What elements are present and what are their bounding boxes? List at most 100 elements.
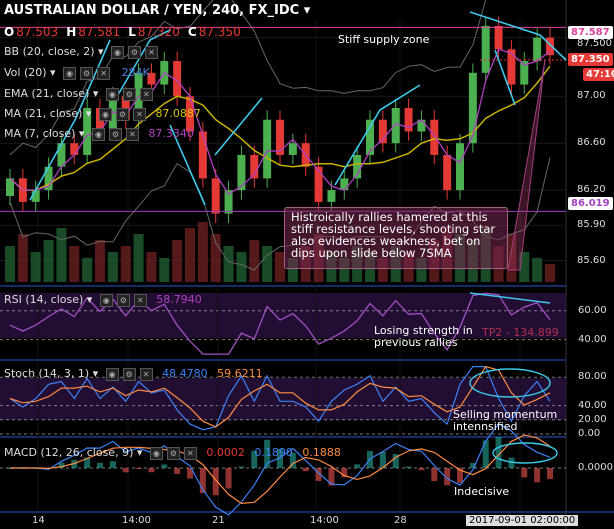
candle (481, 25, 490, 73)
stoch-legend[interactable]: Stoch (14, 3, 1) ▾ ◉ ⚙ ✕ 48.4780 59.6211 (4, 367, 263, 381)
volume-bar (159, 258, 170, 282)
volume-bar (287, 258, 298, 282)
macd-histogram-bar (469, 463, 476, 468)
x-tick: 14:00 (310, 515, 339, 526)
stoch-highlight-ellipse (469, 368, 551, 398)
macd-highlight-ellipse (492, 442, 558, 464)
volume-bar (377, 258, 388, 282)
y-tick: 80.00 (578, 371, 607, 383)
trend-arrow (114, 29, 171, 101)
bb-legend[interactable]: BB (20, close, 2) ▾ ◉ ⚙ ✕ (4, 45, 159, 59)
trend-arrow (169, 124, 206, 206)
eye-icon: ◉ (63, 66, 77, 80)
ma21-legend[interactable]: MA (21, close) ▾ ◉ ⚙ ✕ 87.0887 (4, 107, 201, 121)
candle (198, 131, 207, 179)
candle (430, 119, 439, 155)
volume-bar (223, 246, 234, 282)
candle (314, 166, 323, 202)
volume-bar (172, 240, 183, 282)
y-tick: 85.90 (577, 219, 606, 231)
volume-bar (133, 234, 144, 282)
macd-histogram-bar (521, 468, 528, 478)
macd-histogram-bar (148, 468, 155, 473)
candle (417, 119, 426, 132)
close-icon: ✕ (125, 127, 139, 141)
ohlc-readout: O 87.503 H 87.581 L 87.320 C 87.350 (4, 25, 241, 39)
candle (327, 190, 336, 202)
candle (533, 37, 542, 62)
volume-bar (185, 228, 195, 282)
macd-histogram-bar (495, 436, 502, 468)
tp-note: TP2 - 134.899 (482, 326, 559, 339)
eye-icon: ◉ (111, 45, 125, 59)
candle (546, 37, 554, 56)
x-tick: 14 (32, 515, 45, 526)
trend-arrow (469, 11, 567, 61)
y-tick: 85.60 (577, 254, 606, 266)
callout-pointer (507, 59, 546, 271)
close-icon: ✕ (183, 446, 197, 460)
candle (391, 108, 400, 144)
candle (378, 119, 387, 144)
volume-bar (236, 252, 247, 282)
stoch-k-line (9, 366, 551, 431)
macd-histogram-bar (174, 468, 181, 474)
volume-bar (532, 258, 543, 282)
macd-histogram-bar (199, 468, 206, 494)
macd-histogram-bar (482, 440, 489, 468)
gear-icon: ⚙ (115, 107, 129, 121)
ema-line (9, 65, 551, 191)
macd-histogram-bar (109, 461, 116, 468)
macd-histogram-bar (225, 468, 232, 489)
analysis-note-box: Histroically rallies hamered at this sti… (284, 207, 508, 269)
volume-bar (120, 246, 131, 282)
candles (6, 16, 554, 223)
macd-signal-line (10, 434, 551, 505)
vol-legend[interactable]: Vol (20) ▾ ◉ ⚙ ✕ 284K (4, 66, 150, 80)
y-tick: 0.00 (578, 428, 601, 439)
stoch-band (0, 378, 566, 420)
close-icon: ✕ (133, 293, 147, 307)
volume-bar (146, 252, 157, 282)
candle (494, 25, 503, 50)
macd-histogram-bar (315, 468, 322, 481)
stoch-note: Selling momentum intennsified (453, 408, 558, 433)
volume-bar (519, 252, 530, 282)
rsi-legend[interactable]: RSI (14, close) ▾ ◉ ⚙ ✕ 58.7940 (4, 293, 202, 307)
macd-histogram-bar (405, 466, 412, 468)
macd-histogram-bar (392, 454, 399, 468)
candle (340, 178, 349, 191)
candle (404, 108, 413, 132)
ema-legend[interactable]: EMA (21, close) ▾ ◉ ⚙ ✕ (4, 87, 153, 101)
y-tick: 86.20 (577, 184, 606, 196)
volume-bar (262, 246, 273, 282)
y-tick: 87.500 (577, 38, 612, 49)
macd-histogram-bar (58, 462, 65, 468)
macd-histogram-bar (354, 464, 361, 468)
volume-bar (17, 234, 28, 282)
rsi-note: Losing strength in previous rallies (374, 324, 473, 349)
candle (250, 154, 259, 179)
macd-histogram-bar (187, 468, 193, 479)
macd-histogram-bar (84, 457, 91, 468)
macd-line (10, 423, 551, 516)
macd-note: Indecisive (454, 485, 510, 498)
eye-icon: ◉ (149, 446, 163, 460)
volume-bar (210, 234, 221, 282)
volume-bar (69, 246, 80, 282)
macd-legend[interactable]: MACD (12, 26, close, 9) ▾ ◉ ⚙ ✕ 0.0002 0.1… (4, 446, 341, 460)
y-tick: 0.0000 (578, 462, 613, 473)
candle (173, 61, 182, 97)
macd-histogram-bar (444, 468, 451, 486)
macd-histogram-bar (122, 468, 129, 473)
close-icon: ✕ (145, 45, 159, 59)
ma7-legend[interactable]: MA (7, close) ▾ ◉ ⚙ ✕ 87.3340 (4, 127, 194, 141)
volume-bar (545, 264, 555, 282)
macd-histogram-bar (534, 468, 541, 483)
price-tag-time: 47:10 (583, 68, 614, 81)
candle (31, 190, 40, 202)
eye-icon: ◉ (105, 87, 119, 101)
volume-bar (56, 228, 67, 282)
chart-title[interactable]: AUSTRALIAN DOLLAR / YEN, 240, FX_IDC ▾ (4, 3, 311, 18)
